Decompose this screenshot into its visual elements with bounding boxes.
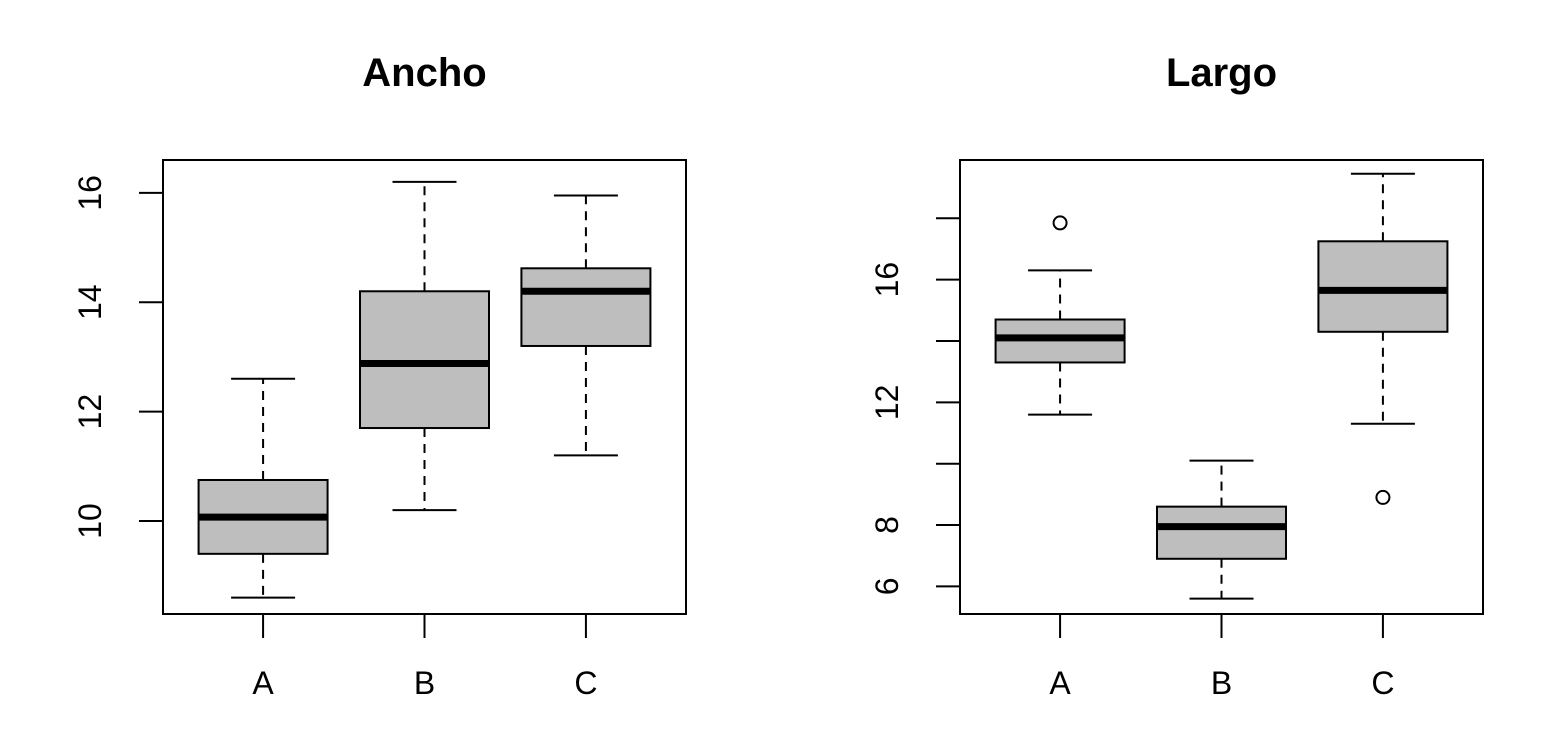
box-C <box>520 194 652 457</box>
outlier-point <box>1052 215 1068 231</box>
y-tick-label: 12 <box>72 394 108 430</box>
x-tick-label: B <box>414 665 435 701</box>
x-tick-label: C <box>1371 665 1394 701</box>
y-tick-label: 16 <box>869 262 905 298</box>
panel-largo: Largo 6 8 12 16 A B C <box>869 51 1484 701</box>
panel-ancho: Ancho 10 12 14 16 A B C <box>72 51 687 701</box>
chart-title: Ancho <box>362 51 486 95</box>
iqr-box <box>359 290 490 430</box>
outlier-point <box>1375 489 1391 505</box>
y-tick-label: 14 <box>72 284 108 320</box>
y-tick-label: 12 <box>869 385 905 421</box>
y-tick-label: 16 <box>72 175 108 211</box>
box-A <box>994 215 1126 416</box>
y-tick-label: 10 <box>72 503 108 539</box>
x-tick-label: A <box>252 665 274 701</box>
box-B <box>359 180 490 512</box>
x-tick-label: B <box>1211 665 1232 701</box>
y-tick-label: 8 <box>869 516 905 534</box>
box-A <box>197 377 329 599</box>
y-tick-label: 6 <box>869 577 905 595</box>
chart-title: Largo <box>1166 51 1277 95</box>
iqr-box <box>1317 240 1449 333</box>
x-tick-label: C <box>574 665 597 701</box>
iqr-box <box>1156 505 1287 560</box>
x-tick-label: A <box>1049 665 1071 701</box>
iqr-box <box>520 267 652 347</box>
box-C <box>1317 172 1449 505</box>
box-B <box>1156 459 1287 600</box>
